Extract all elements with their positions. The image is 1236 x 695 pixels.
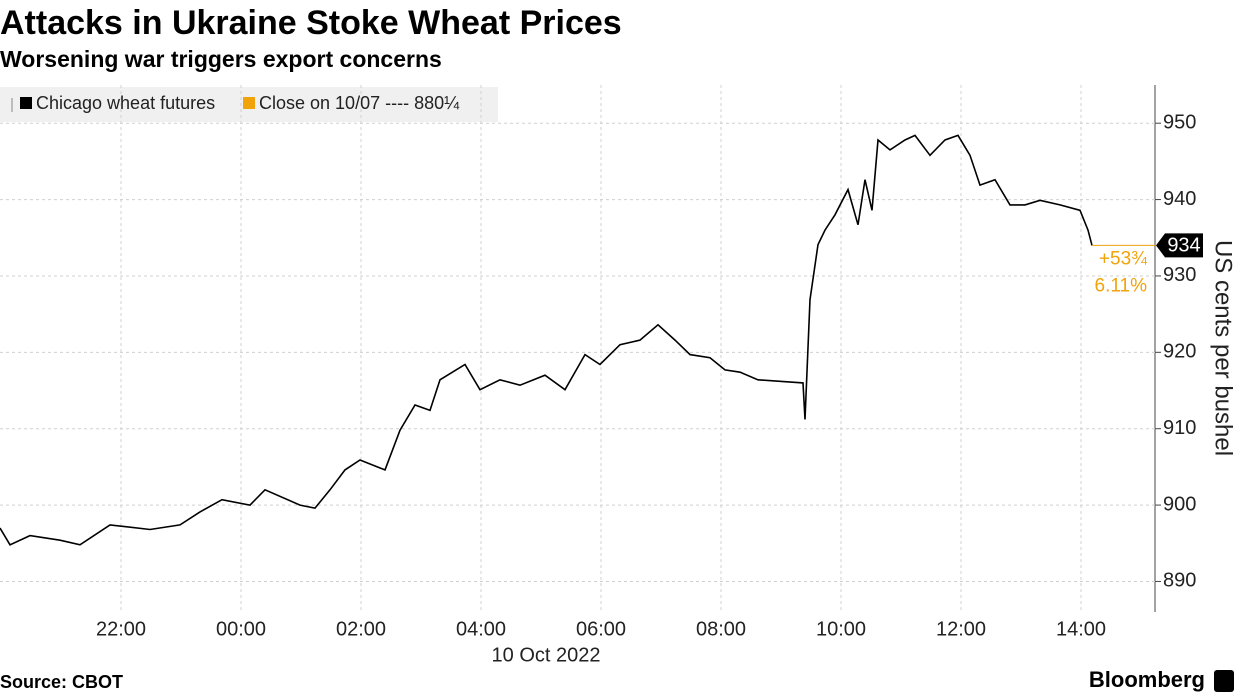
change-label: +53¾ [1099, 248, 1148, 269]
y-tick-label: 940 [1163, 188, 1196, 210]
plot-area [0, 134, 1093, 546]
change-pct-label: 6.11% [1095, 275, 1148, 296]
x-tick-label: 10:00 [816, 618, 866, 640]
last-value-label: 934 [1167, 235, 1200, 257]
legend-label: Chicago wheat futures [36, 93, 215, 113]
legend-label: Close on 10/07 ---- 880¼ [259, 93, 460, 113]
x-tick-label: 08:00 [696, 618, 746, 640]
x-tick-label: 02:00 [336, 618, 386, 640]
y-tick-label: 910 [1163, 417, 1196, 439]
legend-swatch [243, 97, 255, 109]
y-axis-label: US cents per bushel [1210, 240, 1236, 456]
chart-subtitle: Worsening war triggers export concerns [0, 46, 442, 72]
y-tick-label: 920 [1163, 341, 1196, 363]
x-tick-label: 06:00 [576, 618, 626, 640]
source: Source: CBOT [0, 672, 123, 692]
legend-swatch [20, 97, 32, 109]
x-tick-label: 00:00 [216, 618, 266, 640]
brand-icon [1214, 670, 1234, 692]
x-tick-label: 14:00 [1056, 618, 1106, 640]
last-value-box [1156, 233, 1203, 258]
x-date-label: 10 Oct 2022 [492, 644, 601, 666]
y-tick-label: 950 [1163, 111, 1196, 133]
x-tick-label: 04:00 [456, 618, 506, 640]
x-tick-label: 22:00 [96, 618, 146, 640]
chart-title: Attacks in Ukraine Stoke Wheat Prices [0, 4, 622, 42]
y-tick-label: 930 [1163, 264, 1196, 286]
price-line [0, 134, 1093, 546]
y-tick-label: 900 [1163, 493, 1196, 515]
brand: Bloomberg [1089, 667, 1205, 692]
y-tick-label: 890 [1163, 570, 1196, 592]
x-tick-label: 12:00 [936, 618, 986, 640]
